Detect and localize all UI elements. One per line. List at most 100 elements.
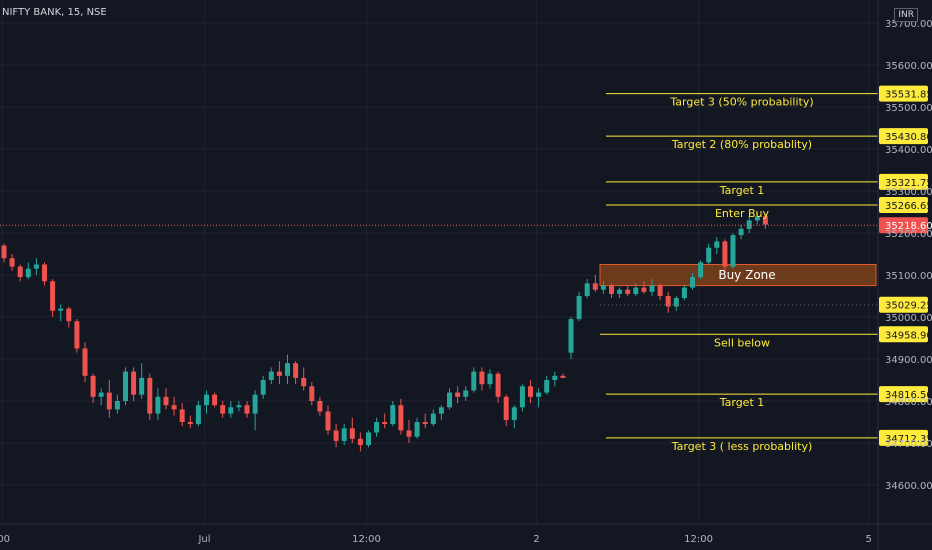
price-tick-label: 35300.00 xyxy=(885,187,932,198)
candle-body xyxy=(641,287,647,292)
price-tick-label: 35200.00 xyxy=(885,229,932,240)
candle-body xyxy=(560,375,566,378)
candle-body xyxy=(568,319,574,353)
candle-body xyxy=(1,245,7,259)
candle-body xyxy=(187,422,193,425)
time-tick-label: :00 xyxy=(0,534,10,545)
candle-body xyxy=(544,380,550,393)
candle-body xyxy=(479,371,485,385)
candle-body xyxy=(212,394,218,406)
price-tick-label: 35700.00 xyxy=(885,19,932,30)
candle-body xyxy=(50,281,56,311)
candles xyxy=(1,212,768,452)
candle-body xyxy=(131,371,137,395)
candle-body xyxy=(625,289,631,294)
candle-body xyxy=(325,411,331,431)
candle-body xyxy=(528,386,533,397)
candle-body xyxy=(633,287,639,294)
candle-body xyxy=(390,405,396,425)
level-price-tag xyxy=(879,197,928,214)
price-tick-label: 35600.00 xyxy=(885,61,932,72)
candle-body xyxy=(592,283,598,290)
candle-body xyxy=(609,285,614,294)
candle-body xyxy=(438,407,444,414)
candle-body xyxy=(106,392,112,410)
candle-body xyxy=(746,220,752,229)
candle-body xyxy=(754,216,760,221)
buy-zone-box xyxy=(599,264,877,287)
level-price-value: 35266.65 xyxy=(885,201,932,212)
level-label: Target 1 xyxy=(719,184,765,197)
candle-body xyxy=(139,377,145,395)
candle-body xyxy=(357,438,363,446)
candle-body xyxy=(260,380,266,395)
level-label: Target 2 (80% probablity) xyxy=(671,138,812,151)
buy-zone: Buy Zone xyxy=(599,264,877,287)
candle-body xyxy=(463,390,469,397)
candle-body xyxy=(163,396,169,406)
price-tick-label: 35100.00 xyxy=(885,271,932,282)
candle-body xyxy=(455,392,461,397)
candle-body xyxy=(657,285,663,296)
candle-body xyxy=(82,348,88,376)
candle-body xyxy=(74,321,80,349)
candle-body xyxy=(58,308,64,311)
price-tick-label: 35400.00 xyxy=(885,145,932,156)
candle-body xyxy=(665,296,671,307)
candle-body xyxy=(123,371,128,401)
level-label: Target 1 xyxy=(719,396,765,409)
symbol-title: NIFTY BANK, 15, NSE xyxy=(2,7,107,18)
candle-body xyxy=(738,228,744,236)
candle-body xyxy=(649,285,655,292)
level-price-tag xyxy=(879,296,928,313)
candle-body xyxy=(584,283,590,296)
candle-body xyxy=(714,241,720,248)
candle-body xyxy=(155,396,161,414)
candle-body xyxy=(406,430,412,437)
price-tick-label: 34800.00 xyxy=(885,397,932,408)
candle-body xyxy=(576,296,582,320)
level-label: Target 3 ( less probablity) xyxy=(671,440,813,453)
current-price-tag xyxy=(879,217,928,234)
buy-zone-label: Buy Zone xyxy=(718,268,775,282)
candle-body xyxy=(317,401,323,412)
candle-body xyxy=(366,432,371,446)
candle-body xyxy=(33,264,39,269)
candle-body xyxy=(309,386,315,401)
candle-body xyxy=(382,422,388,425)
candle-body xyxy=(114,401,120,410)
candle-body xyxy=(374,422,380,433)
time-tick-label: Jul xyxy=(197,534,210,545)
candle-body xyxy=(617,289,623,294)
candle-body xyxy=(471,371,477,391)
candle-body xyxy=(244,405,250,414)
candle-body xyxy=(301,377,307,387)
candle-body xyxy=(9,258,15,267)
price-tick-label: 35500.00 xyxy=(885,103,932,114)
candle-body xyxy=(398,405,404,431)
candle-body xyxy=(414,422,420,437)
time-tick-label: 2 xyxy=(533,534,539,545)
candle-body xyxy=(90,375,96,397)
level-price-value: 35430.80 xyxy=(885,132,932,143)
level-price-value: 34712.35 xyxy=(885,434,932,445)
time-tick-label: 12:00 xyxy=(684,534,713,545)
time-tick-label: 12:00 xyxy=(352,534,381,545)
candle-body xyxy=(519,386,525,408)
level-price-tag xyxy=(879,173,928,190)
candle-body xyxy=(495,373,501,397)
candle-body xyxy=(600,285,606,290)
grid xyxy=(0,0,878,524)
candle-body xyxy=(17,266,23,278)
candle-body xyxy=(293,363,299,378)
candle-body xyxy=(730,235,736,267)
currency-badge[interactable]: INR xyxy=(894,8,918,22)
level-label: Enter Buy xyxy=(715,207,770,220)
price-axis[interactable]: 35700.00 35600.00 35500.00 35400.00 35300.00… xyxy=(877,0,932,550)
candle-body xyxy=(706,247,712,263)
level-price-tag xyxy=(879,429,928,446)
level-price-tag xyxy=(879,386,928,403)
price-tick-label: 35000.00 xyxy=(885,313,932,324)
